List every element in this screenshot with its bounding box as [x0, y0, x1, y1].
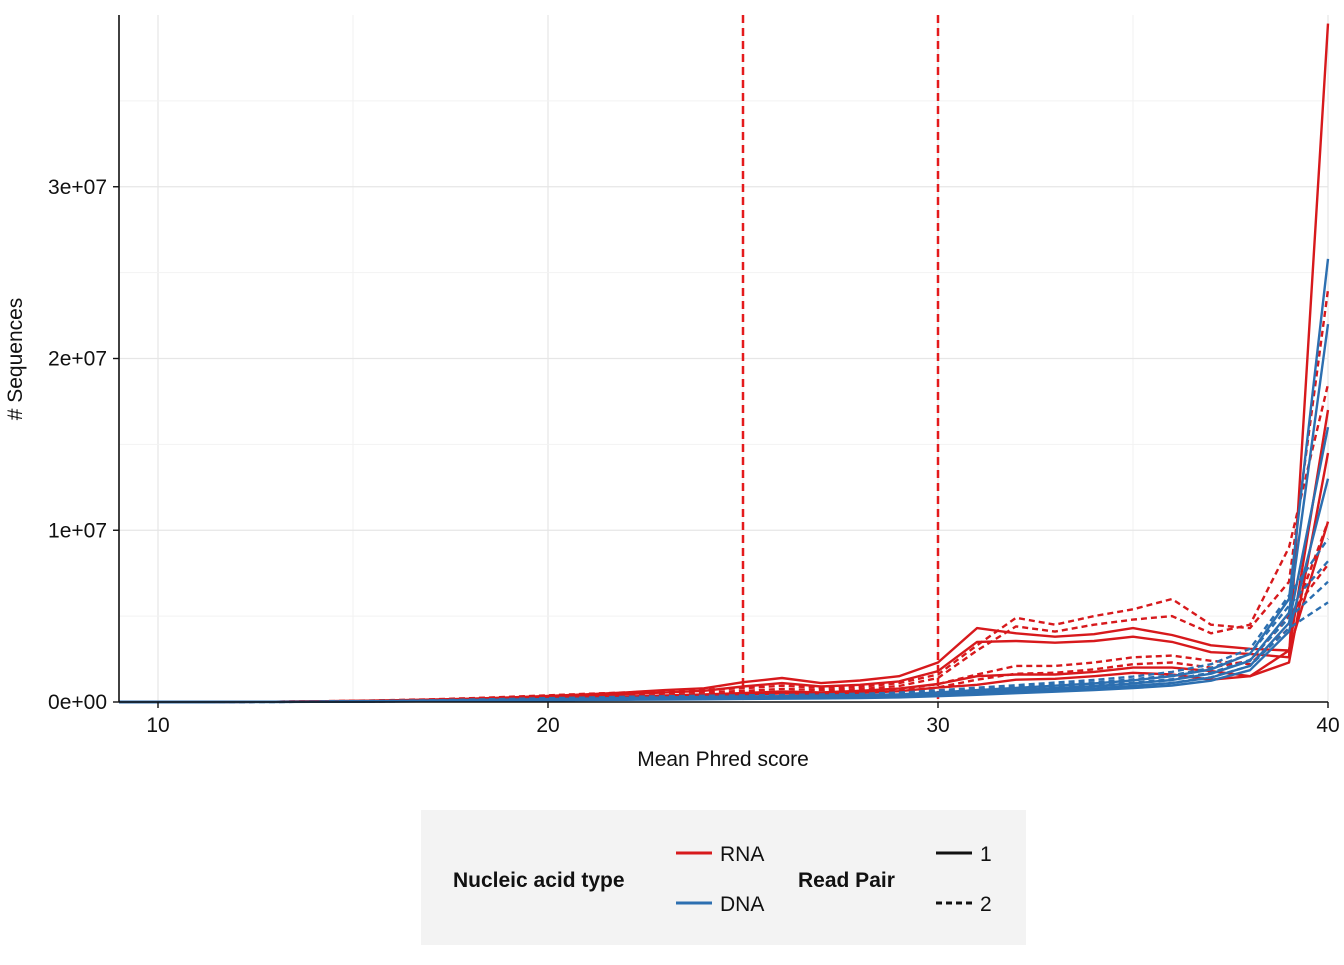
- y-tick-label: 0e+00: [48, 691, 107, 714]
- legend-box: [421, 810, 1026, 945]
- series-line-dna-pair-1: [119, 258, 1330, 704]
- legend: Nucleic acid type RNA DNA Read Pair 1 2: [421, 810, 1026, 945]
- axes: 10 20 30 40 0e+00 1e+07 2e+07 3e+07: [48, 15, 1340, 737]
- legend-label: DNA: [720, 893, 764, 916]
- series-lines: [119, 23, 1330, 704]
- series-line-dna-pair-1: [119, 323, 1330, 704]
- y-tick-label: 3e+07: [48, 176, 107, 199]
- series-line-rna-pair-2: [119, 521, 1330, 704]
- series-line-rna-pair-1: [119, 23, 1330, 704]
- series-line-dna-pair-2: [119, 538, 1329, 704]
- series-line-rna-pair-2: [119, 384, 1330, 704]
- x-tick-label: 20: [536, 714, 559, 737]
- legend-title: Read Pair: [798, 869, 895, 892]
- series-line-rna-pair-1: [119, 452, 1330, 704]
- grid: [119, 15, 1329, 703]
- legend-label: 2: [980, 893, 992, 916]
- y-tick-label: 2e+07: [48, 348, 107, 371]
- x-tick-label: 10: [146, 714, 169, 737]
- legend-label: 1: [980, 843, 992, 866]
- series-line-rna-pair-1: [119, 409, 1330, 704]
- y-tick-label: 1e+07: [48, 519, 107, 542]
- legend-label: RNA: [720, 843, 764, 866]
- series-line-rna-pair-2: [119, 289, 1330, 704]
- threshold-lines: [741, 15, 940, 702]
- x-tick-label: 30: [926, 714, 949, 737]
- legend-title: Nucleic acid type: [453, 869, 625, 892]
- series-line-rna-pair-1: [119, 521, 1330, 704]
- y-axis-title: # Sequences: [4, 298, 27, 421]
- x-tick-label: 40: [1316, 714, 1339, 737]
- series-line-dna-pair-1: [119, 426, 1330, 704]
- x-axis-title: Mean Phred score: [637, 748, 809, 771]
